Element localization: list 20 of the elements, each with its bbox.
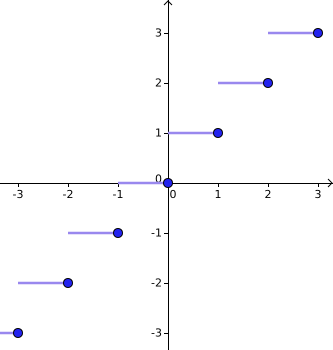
point [13, 328, 23, 338]
point [63, 278, 73, 288]
x-tick-label: -3 [12, 188, 24, 201]
x-tick-label: -1 [112, 188, 124, 201]
x-tick-label: 2 [264, 188, 272, 201]
y-tick-label: -2 [151, 276, 162, 290]
point [163, 178, 173, 188]
point [263, 78, 273, 88]
x-tick-label: -2 [62, 188, 74, 201]
y-tick-label: -1 [151, 226, 162, 240]
point [213, 128, 223, 138]
x-tick-label: 0 [170, 188, 176, 201]
point [313, 28, 323, 38]
y-tick-label: 3 [155, 26, 162, 40]
x-tick-label: 1 [214, 188, 222, 201]
y-tick-label: 2 [155, 76, 162, 90]
y-tick-label: 1 [155, 126, 162, 140]
x-tick-label: 3 [314, 188, 322, 201]
y-tick-label: -3 [151, 326, 162, 340]
point [113, 228, 123, 238]
